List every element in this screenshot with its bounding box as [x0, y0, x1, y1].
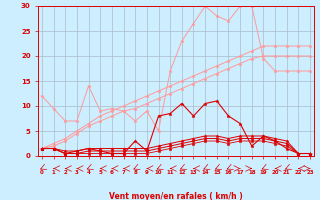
X-axis label: Vent moyen/en rafales ( km/h ): Vent moyen/en rafales ( km/h ) [109, 192, 243, 200]
